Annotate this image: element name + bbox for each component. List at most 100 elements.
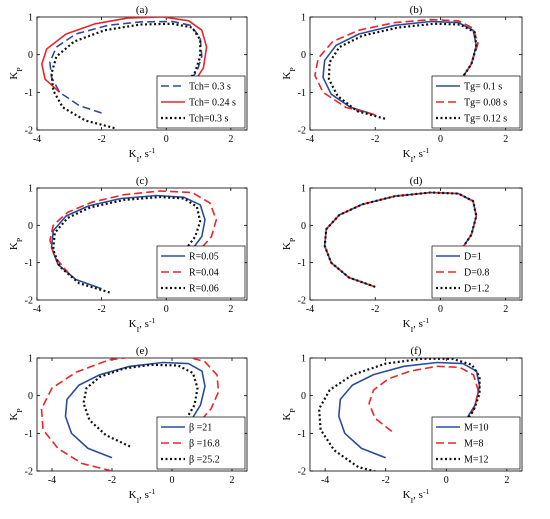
x-tick-label: 2 bbox=[230, 475, 235, 486]
y-tick-label: 0 bbox=[28, 391, 33, 402]
series-layer bbox=[41, 17, 208, 130]
x-tick-label: -2 bbox=[382, 475, 390, 486]
y-tick-label: 1 bbox=[301, 184, 306, 195]
x-tick-label: 2 bbox=[503, 134, 508, 145]
x-tick-label: -2 bbox=[371, 304, 379, 315]
x-tick-label: -2 bbox=[371, 134, 379, 145]
x-tick-label: -2 bbox=[108, 475, 116, 486]
legend-label: Tch=0.3 s bbox=[189, 114, 228, 125]
y-tick-label: 0 bbox=[28, 50, 33, 61]
chart-title: (a) bbox=[136, 4, 149, 16]
plot-frame bbox=[309, 16, 523, 131]
y-tick-label: 1 bbox=[301, 354, 306, 365]
legend-label: M=12 bbox=[464, 455, 489, 466]
y-tick-label: -2 bbox=[298, 296, 306, 307]
x-tick-label: 0 bbox=[170, 475, 175, 486]
chart-panel-3: -4 -2 0 2-2-101(c)KI, s-1KPR=0.05R=0.04R=0.… bbox=[8, 175, 248, 334]
x-axis-label: KI, s-1 bbox=[403, 316, 430, 334]
chart-panel-6: -4 -2 0 2 -2 -1 0 1 (f) KI, s-1 KP M=10 M=8 M=12 bbox=[281, 345, 523, 505]
x-tick-label: -2 bbox=[97, 134, 105, 145]
y-tick-label: 0 bbox=[28, 221, 33, 232]
series-line bbox=[314, 18, 479, 116]
x-tick-label: -2 bbox=[97, 304, 105, 315]
legend-label: β =16.8 bbox=[189, 439, 220, 450]
x-tick-label: 0 bbox=[164, 304, 169, 315]
legend-label: D=0.8 bbox=[464, 268, 489, 279]
legend-label: M=10 bbox=[464, 423, 489, 434]
legend-label: Tch= 0.3 s bbox=[189, 82, 231, 93]
x-tick-label: -4 bbox=[306, 134, 314, 145]
plot-frame bbox=[36, 187, 248, 301]
x-tick-label: -4 bbox=[48, 475, 56, 486]
y-axis-label: KP bbox=[281, 408, 297, 420]
chart-title: (e) bbox=[136, 345, 149, 357]
chart-title: (c) bbox=[136, 175, 149, 187]
plot-frame bbox=[309, 357, 523, 472]
series-layer bbox=[49, 190, 218, 294]
legend: R=0.05 R=0.04 R=0.06 bbox=[156, 245, 246, 299]
legend-label: R=0.04 bbox=[189, 268, 219, 279]
legend: Tch= 0.3 s Tch= 0.24 s Tch=0.3 s bbox=[156, 75, 246, 129]
legend-box bbox=[156, 245, 246, 299]
y-tick-label: 1 bbox=[28, 354, 33, 365]
series-line bbox=[327, 22, 478, 120]
y-axis-label: KP bbox=[8, 67, 24, 79]
legend-label: R=0.05 bbox=[189, 252, 219, 263]
legend: D=1 D=0.8 D=1.2 bbox=[431, 245, 521, 299]
x-tick-label: 0 bbox=[438, 134, 443, 145]
y-tick-label: -1 bbox=[298, 258, 306, 269]
y-tick-label: -1 bbox=[298, 429, 306, 440]
x-tick-label: -4 bbox=[33, 304, 41, 315]
y-tick-label: 1 bbox=[28, 184, 33, 195]
legend: Tg= 0.1 s Tg= 0.08 s Tg= 0.12 s bbox=[431, 75, 521, 129]
series-line bbox=[318, 358, 481, 471]
chart-title: (d) bbox=[410, 175, 423, 187]
x-tick-label: 0 bbox=[444, 475, 449, 486]
y-tick-label: 0 bbox=[301, 391, 306, 402]
chart-title: (f) bbox=[411, 345, 422, 357]
x-tick-label: -4 bbox=[321, 475, 329, 486]
y-axis-label: KP bbox=[8, 408, 24, 420]
series-line bbox=[41, 17, 208, 95]
y-tick-label: 0 bbox=[301, 50, 306, 61]
legend-label: β =21 bbox=[189, 423, 212, 434]
y-tick-label: -1 bbox=[298, 88, 306, 99]
y-axis-label: KP bbox=[281, 67, 297, 79]
y-tick-label: -1 bbox=[25, 88, 33, 99]
x-tick-label: -4 bbox=[306, 304, 314, 315]
x-axis-label: KI, s-1 bbox=[403, 146, 430, 164]
legend: M=10 M=8 M=12 bbox=[431, 416, 521, 470]
series-layer bbox=[40, 358, 220, 471]
y-tick-label: 0 bbox=[301, 221, 306, 232]
x-tick-label: 0 bbox=[164, 134, 169, 145]
legend-label: M=8 bbox=[464, 439, 484, 450]
x-tick-label: 0 bbox=[438, 304, 443, 315]
x-axis-label: KI, s-1 bbox=[129, 146, 156, 164]
plot-frame bbox=[36, 357, 248, 472]
x-tick-label: 2 bbox=[504, 475, 509, 486]
y-tick-label: 1 bbox=[28, 13, 33, 24]
legend-label: Tg= 0.1 s bbox=[464, 82, 502, 93]
series-line bbox=[82, 363, 199, 448]
x-tick-label: 2 bbox=[228, 134, 233, 145]
x-axis-label: KI, s-1 bbox=[129, 316, 156, 334]
legend-label: Tg= 0.12 s bbox=[464, 114, 507, 125]
legend-label: Tg= 0.08 s bbox=[464, 98, 507, 109]
y-tick-label: -2 bbox=[25, 467, 33, 478]
series-line bbox=[50, 22, 202, 130]
legend-label: R=0.06 bbox=[189, 284, 219, 295]
legend-label: Tch= 0.24 s bbox=[189, 98, 236, 109]
legend: β =21 β =16.8 β =25.2 bbox=[156, 416, 246, 470]
series-line bbox=[64, 361, 206, 459]
chart-title: (b) bbox=[410, 4, 423, 16]
series-line bbox=[368, 365, 479, 434]
series-layer bbox=[323, 191, 478, 288]
x-tick-label: 2 bbox=[503, 304, 508, 315]
legend-label: β =25.2 bbox=[189, 455, 220, 466]
y-tick-label: -1 bbox=[25, 258, 33, 269]
